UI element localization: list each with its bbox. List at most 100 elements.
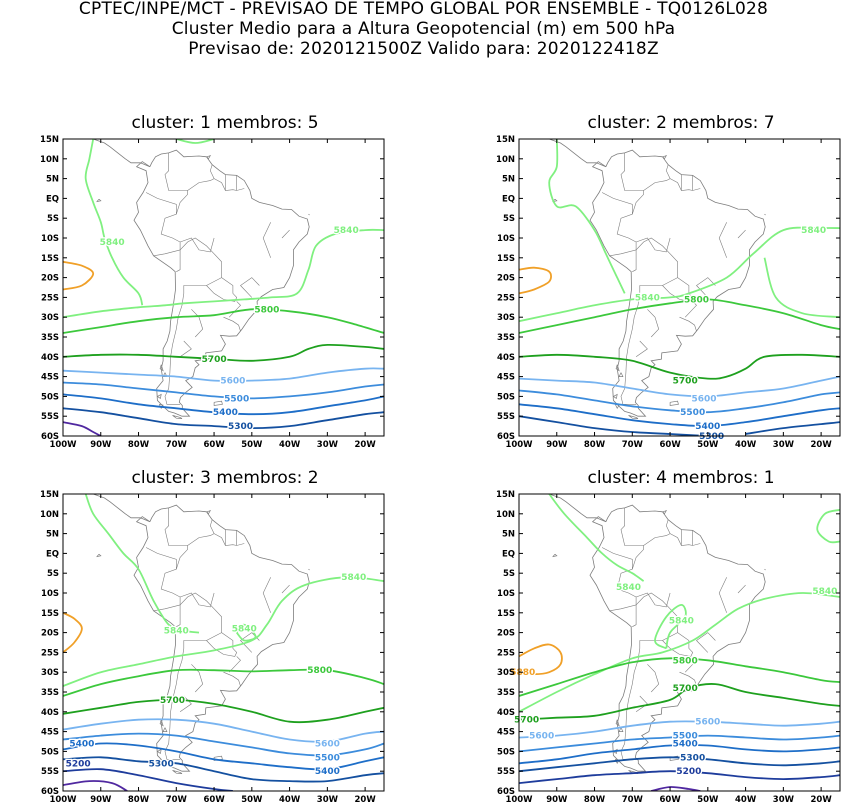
geopotential-contour xyxy=(63,421,102,436)
geopotential-contour xyxy=(519,226,840,323)
contour-label: 5840 xyxy=(100,238,125,248)
country-border xyxy=(179,237,215,253)
country-border xyxy=(718,222,727,258)
country-border xyxy=(153,249,181,257)
geopotential-contour xyxy=(519,770,840,784)
country-border xyxy=(684,656,697,673)
contour-label: 5840 xyxy=(635,293,660,303)
lon-tick-label: 90W xyxy=(90,795,112,803)
lat-tick-label: 15S xyxy=(497,609,515,619)
geopotential-contour xyxy=(63,308,384,334)
contour-label: 5840 xyxy=(812,587,837,597)
island-outline xyxy=(157,748,162,754)
contour-label: 5500 xyxy=(224,394,249,404)
coastline xyxy=(549,139,607,168)
contour-label: 5600 xyxy=(315,740,340,750)
country-border xyxy=(191,664,204,693)
lon-tick-label: 100W xyxy=(505,440,533,450)
coastline xyxy=(93,494,151,523)
contour-label: 5600 xyxy=(691,394,716,404)
geopotential-contour xyxy=(548,139,626,294)
geopotential-contour xyxy=(548,494,645,582)
island-outline xyxy=(308,213,310,216)
contour-label: 5700 xyxy=(673,377,698,387)
country-border xyxy=(647,309,660,338)
lat-tick-label: 10S xyxy=(497,589,515,599)
island-outline xyxy=(628,415,639,419)
panel-title-cluster-4: cluster: 4 membros: 1 xyxy=(587,468,775,488)
coastline xyxy=(589,149,766,417)
lat-tick-label: 45S xyxy=(41,373,59,383)
contour-label: 5300 xyxy=(149,759,174,769)
contour-label: 5840 xyxy=(232,625,257,635)
lon-tick-label: 80W xyxy=(128,440,150,450)
contour-label: 5840 xyxy=(341,573,366,583)
island-outline xyxy=(172,770,183,774)
contour-label: 5840 xyxy=(164,627,189,637)
lat-tick-label: 50S xyxy=(41,747,59,757)
lat-tick-label: 5S xyxy=(503,214,515,224)
island-outline xyxy=(206,154,212,160)
island-outline xyxy=(613,393,618,399)
lon-tick-label: 60W xyxy=(203,795,225,803)
geopotential-contour xyxy=(63,732,384,757)
lat-tick-label: 25S xyxy=(497,648,515,658)
lon-tick-label: 80W xyxy=(584,440,606,450)
lat-tick-label: 55S xyxy=(497,767,515,777)
geopotential-contour xyxy=(63,343,384,362)
contour-label: 5840 xyxy=(801,226,826,236)
geopotential-contour xyxy=(519,298,840,334)
lat-tick-label: 30S xyxy=(497,313,515,323)
lat-tick-label: 45S xyxy=(497,728,515,738)
country-border xyxy=(620,592,678,760)
country-border xyxy=(176,519,215,570)
header-line-3: Previsao de: 2020121500Z Valido para: 20… xyxy=(188,39,659,59)
geopotential-contour xyxy=(650,786,701,791)
lon-tick-label: 90W xyxy=(546,440,568,450)
lat-tick-label: 30S xyxy=(41,668,59,678)
lon-tick-label: 30W xyxy=(317,440,339,450)
country-border xyxy=(620,237,678,405)
lat-tick-label: 15N xyxy=(40,135,59,145)
lat-tick-label: 40S xyxy=(497,708,515,718)
lat-tick-label: 45S xyxy=(497,373,515,383)
contour-label: 5600 xyxy=(220,377,245,387)
country-border xyxy=(262,222,271,258)
lon-tick-label: 60W xyxy=(659,440,681,450)
island-outline xyxy=(157,393,162,399)
contour-label: 5300 xyxy=(680,753,705,763)
lon-tick-label: 70W xyxy=(622,440,644,450)
lat-tick-label: 60S xyxy=(497,787,515,797)
lat-tick-label: 55S xyxy=(41,412,59,422)
contour-label: 5800 xyxy=(254,305,279,315)
geopotential-contour xyxy=(763,257,840,319)
island-outline xyxy=(159,719,164,727)
geopotential-contour xyxy=(235,623,257,642)
geopotential-contour xyxy=(63,780,128,791)
country-border xyxy=(223,671,241,687)
contour-label: 5400 xyxy=(69,740,94,750)
contour-label: 5700 xyxy=(673,684,698,694)
lon-tick-label: 20W xyxy=(354,795,376,803)
country-border xyxy=(164,237,222,405)
lat-tick-label: 60S xyxy=(41,787,59,797)
geopotential-contour xyxy=(519,592,840,713)
lon-tick-label: 70W xyxy=(166,440,188,450)
country-border xyxy=(635,695,648,713)
lat-tick-label: 10N xyxy=(496,155,515,165)
lat-tick-label: 60S xyxy=(497,432,515,442)
lon-tick-label: 30W xyxy=(317,795,339,803)
country-border xyxy=(164,507,188,546)
contour-label: 5800 xyxy=(307,666,332,676)
geopotential-contour xyxy=(63,260,95,291)
country-border xyxy=(281,229,290,239)
lon-tick-label: 40W xyxy=(279,795,301,803)
lat-tick-label: 5N xyxy=(46,175,59,185)
country-border xyxy=(206,632,238,657)
lat-tick-label: EQ xyxy=(502,549,515,559)
lon-tick-label: 50W xyxy=(697,795,719,803)
geopotential-contour xyxy=(519,744,840,765)
lat-tick-label: 30S xyxy=(497,668,515,678)
lat-tick-label: EQ xyxy=(46,549,59,559)
lat-tick-label: 10N xyxy=(40,510,59,520)
